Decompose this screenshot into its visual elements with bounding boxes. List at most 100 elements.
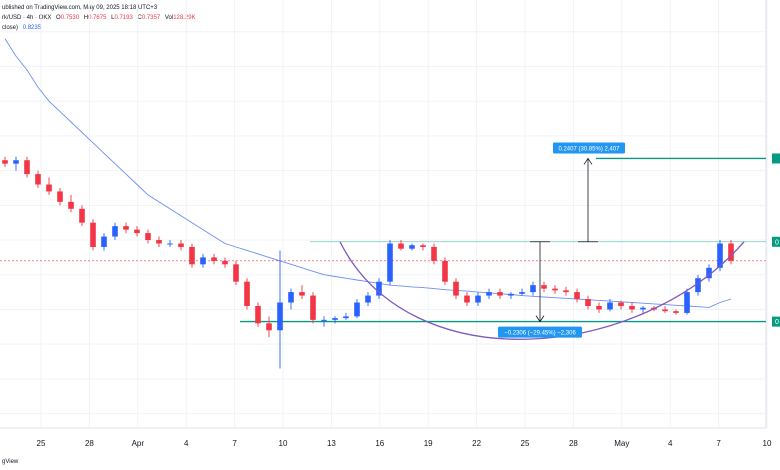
ohlc-close-value: 0.7357 <box>141 15 161 21</box>
ohlc-high-value: 0.7675 <box>88 15 107 21</box>
candle-body <box>277 302 283 331</box>
candle-body <box>79 208 85 223</box>
publish-line: ublished on TradingView.com, May 09, 202… <box>2 5 160 11</box>
candle-body <box>310 295 316 320</box>
candle-body <box>222 260 228 265</box>
ohlc-low-value: 0.7193 <box>114 15 133 21</box>
ma-legend-line: close) 0.8235 <box>2 25 44 31</box>
symbol-text: rk/USD · 4h · OKX <box>2 15 52 21</box>
ohlc-high-key: H <box>83 15 89 21</box>
candle-body <box>255 305 261 324</box>
candle-body <box>475 295 481 303</box>
candle-body <box>123 226 129 230</box>
candle-body <box>497 292 503 296</box>
x-tick-label: 13 <box>327 439 336 448</box>
publish-text: ublished on TradingView.com, May 09, 202… <box>2 5 158 11</box>
cup-curve <box>339 241 745 340</box>
depth-label-box <box>498 326 582 338</box>
candle-body <box>46 184 52 192</box>
candle-body <box>717 243 723 268</box>
candle-body <box>145 233 151 241</box>
watermark: gView <box>2 459 19 465</box>
depth-label-text: −0.2306 (−29.45%) −2,306 <box>504 331 576 337</box>
candle-body <box>706 267 712 279</box>
candle-body <box>387 243 393 282</box>
x-axis-ticks: 25 28 Apr 4 7 10 13 16 19 22 25 28 May 4 7 10 <box>37 439 772 448</box>
candle-body <box>508 293 514 296</box>
x-tick-label: 7 <box>232 439 237 448</box>
candle-body <box>189 246 195 265</box>
ohlc-open-key: O <box>56 15 61 21</box>
candle-body <box>101 236 107 247</box>
x-tick-label: May <box>614 439 629 448</box>
x-tick-label: 28 <box>85 439 94 448</box>
x-tick-label: 4 <box>668 439 673 448</box>
target-label-box <box>553 142 625 154</box>
target-price-tag <box>772 153 780 164</box>
candle-body <box>376 281 382 296</box>
candle-body <box>409 245 415 249</box>
candle-body <box>728 243 734 261</box>
candle-body <box>398 243 404 249</box>
candle-body <box>563 290 569 293</box>
ma-value: 0.8235 <box>22 25 42 31</box>
candle-body <box>365 295 371 303</box>
support-price-tag-text: 0 <box>775 319 779 326</box>
candle-body <box>596 305 602 310</box>
x-tick-label: 10 <box>763 439 772 448</box>
ohlc-volume-value: 128.29K <box>173 15 196 21</box>
candle-body <box>332 318 338 320</box>
candle-body <box>453 281 459 296</box>
candle-body <box>530 285 536 293</box>
candle-body <box>266 323 272 331</box>
candle-body <box>354 302 360 317</box>
candle-body <box>431 246 437 261</box>
candle-body <box>519 292 525 294</box>
x-tick-label: 22 <box>472 439 481 448</box>
depth-arrow-head <box>535 315 545 323</box>
candle-body <box>420 245 426 247</box>
candle-body <box>90 222 96 247</box>
candle-body <box>684 292 690 313</box>
candle-body <box>68 201 74 209</box>
candle-body <box>574 292 580 300</box>
candle-body <box>13 160 19 164</box>
candles <box>2 156 734 369</box>
candle-body <box>178 243 184 247</box>
ohlc-open-value: 0.7530 <box>60 15 80 21</box>
candle-body <box>200 257 206 265</box>
candle-body <box>552 288 558 291</box>
x-tick-label: 28 <box>569 439 578 448</box>
target-measure: 0.2407 (30.85%) 2,407 <box>553 142 625 243</box>
candle-body <box>442 260 448 282</box>
candle-body <box>288 292 294 303</box>
grid <box>0 0 768 428</box>
x-tick-label: 16 <box>375 439 384 448</box>
candle-body <box>541 285 547 289</box>
candle-body <box>640 307 646 310</box>
candle-body <box>233 264 239 282</box>
x-tick-label: 25 <box>521 439 530 448</box>
ma-label: close) <box>2 25 19 31</box>
candle-body <box>2 160 8 164</box>
ohlc-volume-key: Vol <box>164 15 174 21</box>
candle-body <box>244 281 250 306</box>
candle-body <box>695 278 701 293</box>
candle-body <box>24 160 30 175</box>
x-tick-label: 25 <box>37 439 46 448</box>
symbol-ohlc-line: rk/USD · 4h · OKX O0.7530 H0.7675 L0.719… <box>2 15 199 21</box>
candle-body <box>211 257 217 261</box>
x-tick-label: 4 <box>184 439 189 448</box>
candle-body <box>673 311 679 313</box>
candle-body <box>35 174 41 185</box>
resistance-price-tag <box>772 236 780 247</box>
candle-body <box>299 292 305 296</box>
candle-body <box>321 319 327 321</box>
ohlc-open: O0.7530 <box>56 15 79 21</box>
ohlc-close: C0.7357 <box>137 15 160 21</box>
candle-body <box>134 229 140 234</box>
x-tick-label: 19 <box>424 439 433 448</box>
cup-depth-measure: −0.2306 (−29.45%) −2,306 <box>498 241 582 338</box>
candle-body <box>629 305 635 310</box>
